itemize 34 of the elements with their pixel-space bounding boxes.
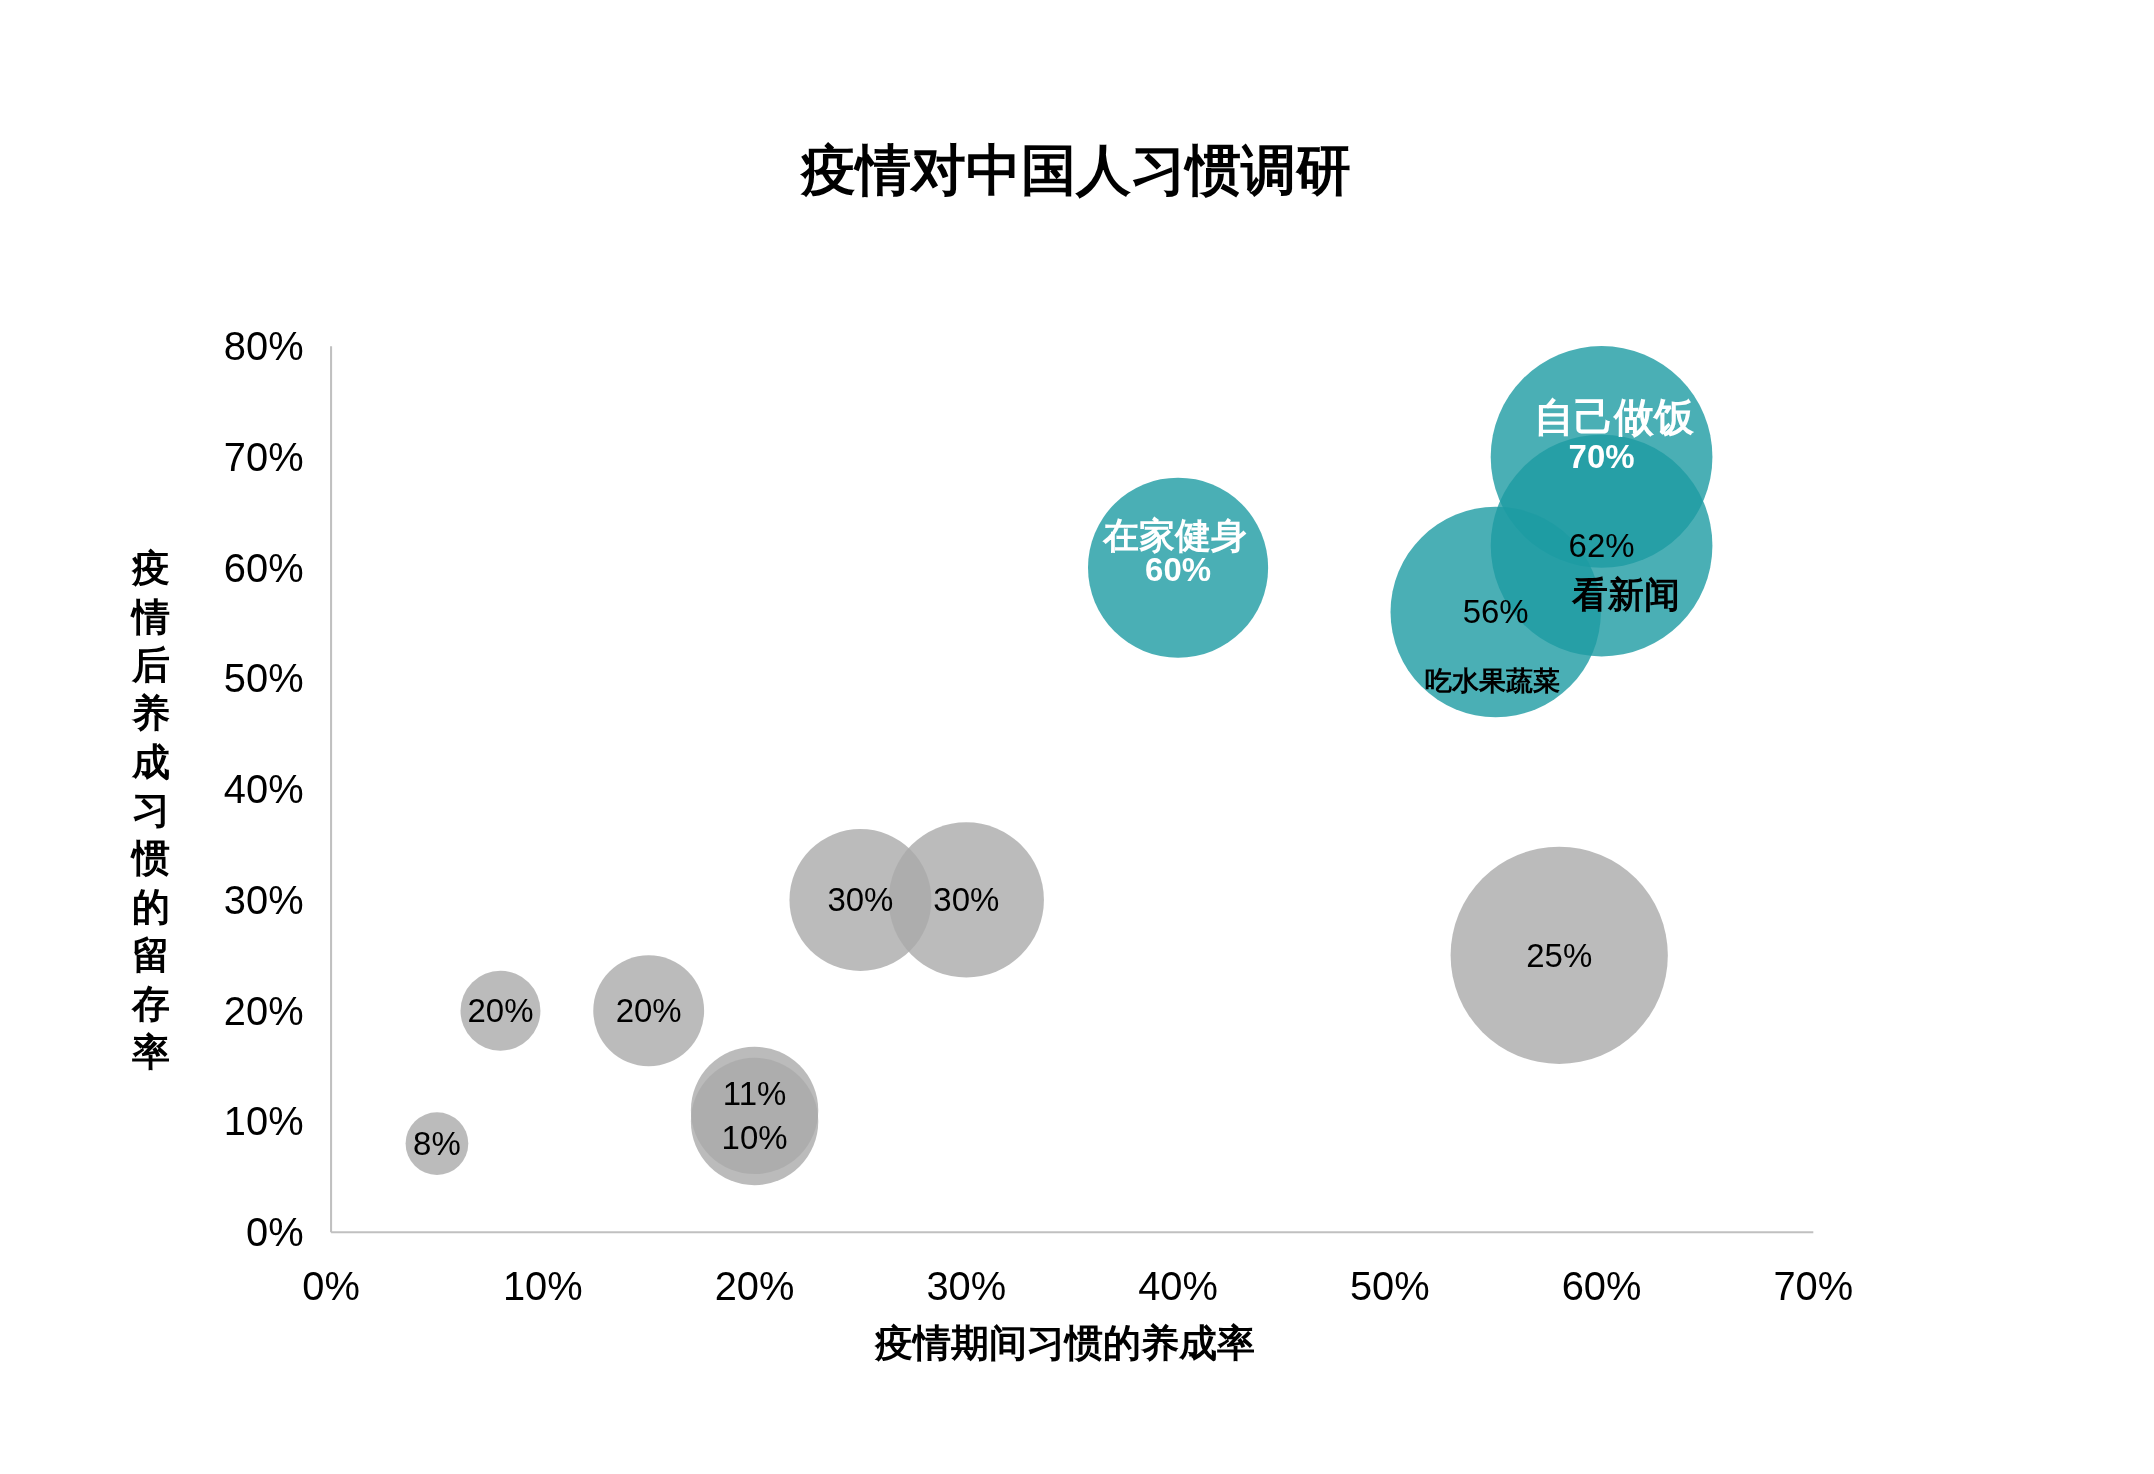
value-label: 20% bbox=[467, 992, 534, 1030]
ytick: 70% bbox=[223, 434, 304, 479]
xlabel: 疫情期间习惯的养成率 bbox=[874, 1320, 1255, 1364]
xtick: 40% bbox=[1138, 1263, 1218, 1308]
annotation: 吃水果蔬菜 bbox=[1425, 665, 1561, 697]
ylabel: 疫情后养成习惯的留存率 bbox=[132, 545, 171, 1073]
ytick: 40% bbox=[223, 767, 304, 812]
ytick: 50% bbox=[223, 656, 304, 701]
value-label: 10% bbox=[721, 1119, 788, 1157]
ytick: 10% bbox=[223, 1099, 304, 1144]
value-label: 25% bbox=[1526, 936, 1593, 974]
value-label: 30% bbox=[933, 881, 1000, 919]
xtick: 10% bbox=[502, 1263, 583, 1308]
xtick: 70% bbox=[1773, 1263, 1854, 1308]
value-label: 30% bbox=[827, 881, 894, 919]
value-label: 62% bbox=[1568, 527, 1635, 565]
value-label: 56% bbox=[1462, 593, 1529, 631]
ytick: 30% bbox=[223, 877, 304, 922]
value-label: 70% bbox=[1568, 438, 1635, 476]
ytick: 80% bbox=[223, 324, 304, 369]
xtick: 30% bbox=[926, 1263, 1007, 1308]
ytick: 60% bbox=[223, 545, 304, 590]
annotation: 看新闻 bbox=[1572, 575, 1681, 615]
ytick: 0% bbox=[246, 1210, 304, 1255]
xtick: 0% bbox=[302, 1263, 360, 1308]
title: 疫情对中国人习惯调研 bbox=[800, 139, 1351, 202]
ytick: 20% bbox=[223, 988, 304, 1033]
xtick: 60% bbox=[1561, 1263, 1642, 1308]
value-label: 20% bbox=[615, 992, 682, 1030]
xtick: 20% bbox=[714, 1263, 795, 1308]
value-label: 11% bbox=[722, 1075, 787, 1113]
annotation: 自己做饭 bbox=[1533, 395, 1694, 440]
xtick: 50% bbox=[1349, 1263, 1430, 1308]
value-label: 8% bbox=[413, 1125, 461, 1163]
